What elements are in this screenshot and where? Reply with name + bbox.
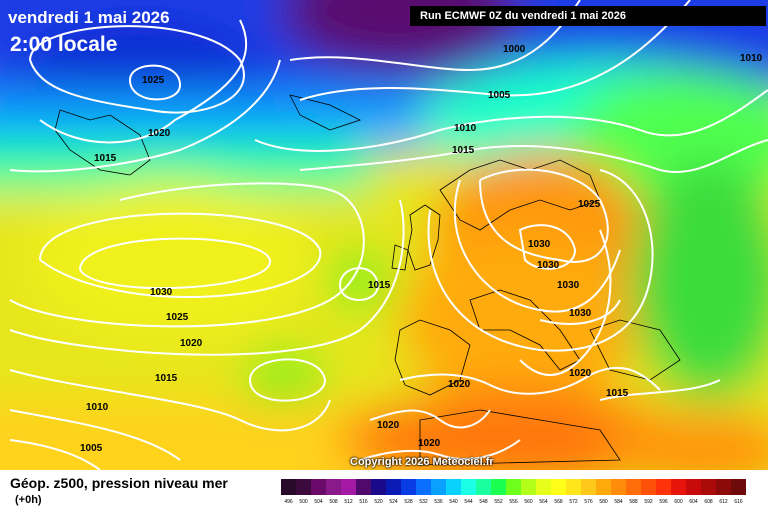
isobar-label: 1015	[368, 280, 391, 291]
isobar-label: 1030	[569, 308, 592, 319]
isobars	[9, 0, 768, 470]
scale-label: 588	[629, 499, 638, 505]
scale-label: 556	[509, 499, 518, 505]
isobar-label: 1025	[578, 199, 601, 210]
model-run-banner: Run ECMWF 0Z du vendredi 1 mai 2026	[410, 6, 766, 26]
weather-map: 1025 1020 1015 1000 1005 1010 1015 1010 …	[0, 0, 768, 470]
scale-label: 520	[374, 499, 383, 505]
isobar-label: 1020	[148, 128, 171, 139]
isobar-label: 1005	[80, 443, 103, 454]
isobar-label: 1010	[740, 53, 763, 64]
scale-label: 568	[554, 499, 563, 505]
scale-swatch	[611, 479, 626, 495]
scale-swatch	[551, 479, 566, 495]
scale-swatch	[581, 479, 596, 495]
isobar-label: 1025	[142, 75, 165, 86]
scale-label: 512	[344, 499, 353, 505]
color-scale	[281, 479, 746, 495]
scale-label: 612	[719, 499, 728, 505]
map-title: Géop. z500, pression niveau mer	[10, 475, 228, 491]
scale-swatch	[716, 479, 731, 495]
isobar-label: 1020	[569, 368, 592, 379]
scale-label: 536	[434, 499, 443, 505]
scale-label: 580	[599, 499, 608, 505]
scale-swatch	[596, 479, 611, 495]
scale-label: 508	[329, 499, 338, 505]
isobar-label: 1015	[155, 373, 178, 384]
isobar-label: 1020	[377, 420, 400, 431]
scale-swatch	[521, 479, 536, 495]
scale-swatch	[641, 479, 656, 495]
isobar-label: 1030	[557, 280, 580, 291]
scale-label: 516	[359, 499, 368, 505]
scale-label: 592	[644, 499, 653, 505]
scale-label: 596	[659, 499, 668, 505]
scale-swatch	[461, 479, 476, 495]
scale-swatch	[311, 479, 326, 495]
scale-label: 576	[584, 499, 593, 505]
scale-label: 528	[404, 499, 413, 505]
color-scale-labels: 496 500 504 508 512 516 520 524 528 532 536 540 544 5…	[281, 499, 746, 509]
scale-swatch	[491, 479, 506, 495]
isobar-label: 1015	[94, 153, 117, 164]
scale-label: 608	[704, 499, 713, 505]
isobar-label: 1025	[166, 312, 189, 323]
scale-swatch	[671, 479, 686, 495]
scale-label: 600	[674, 499, 683, 505]
scale-swatch	[731, 479, 746, 495]
scale-label: 560	[524, 499, 533, 505]
isobar-label: 1015	[606, 388, 629, 399]
scale-label: 524	[389, 499, 398, 505]
copyright: Copyright 2026 Meteociel.fr	[350, 456, 494, 468]
scale-swatch	[416, 479, 431, 495]
isobar-label: 1015	[452, 145, 475, 156]
scale-swatch	[446, 479, 461, 495]
scale-swatch	[356, 479, 371, 495]
scale-label: 584	[614, 499, 623, 505]
isobar-label: 1020	[418, 438, 441, 449]
scale-swatch	[566, 479, 581, 495]
scale-label: 532	[419, 499, 428, 505]
scale-swatch	[281, 479, 296, 495]
isobar-label: 1010	[86, 402, 109, 413]
isobar-label: 1030	[528, 239, 551, 250]
scale-label: 572	[569, 499, 578, 505]
isobar-labels: 1025 1020 1015 1000 1005 1010 1015 1010 …	[80, 44, 763, 454]
isobar-label: 1020	[180, 338, 203, 349]
scale-swatch	[686, 479, 701, 495]
scale-label: 548	[479, 499, 488, 505]
isobar-label: 1030	[150, 287, 173, 298]
scale-swatch	[341, 479, 356, 495]
scale-swatch	[296, 479, 311, 495]
scale-label: 616	[734, 499, 743, 505]
scale-swatch	[476, 479, 491, 495]
scale-swatch	[626, 479, 641, 495]
scale-label: 504	[314, 499, 323, 505]
isobar-label: 1000	[503, 44, 526, 55]
forecast-offset: (+0h)	[15, 494, 42, 506]
scale-swatch	[701, 479, 716, 495]
forecast-time: 2:00 locale	[10, 33, 118, 56]
scale-label: 544	[464, 499, 473, 505]
scale-swatch	[431, 479, 446, 495]
scale-swatch	[656, 479, 671, 495]
scale-label: 500	[299, 499, 308, 505]
scale-swatch	[386, 479, 401, 495]
geopotential-field	[0, 0, 768, 470]
forecast-date: vendredi 1 mai 2026	[8, 8, 170, 27]
scale-label: 564	[539, 499, 548, 505]
isobar-label: 1030	[537, 260, 560, 271]
scale-swatch	[536, 479, 551, 495]
scale-label: 540	[449, 499, 458, 505]
isobar-label: 1005	[488, 90, 511, 101]
scale-swatch	[326, 479, 341, 495]
scale-swatch	[506, 479, 521, 495]
scale-swatch	[371, 479, 386, 495]
scale-label: 496	[284, 499, 293, 505]
scale-label: 552	[494, 499, 503, 505]
scale-label: 604	[689, 499, 698, 505]
scale-swatch	[401, 479, 416, 495]
isobar-label: 1010	[454, 123, 477, 134]
isobar-label: 1020	[448, 379, 471, 390]
